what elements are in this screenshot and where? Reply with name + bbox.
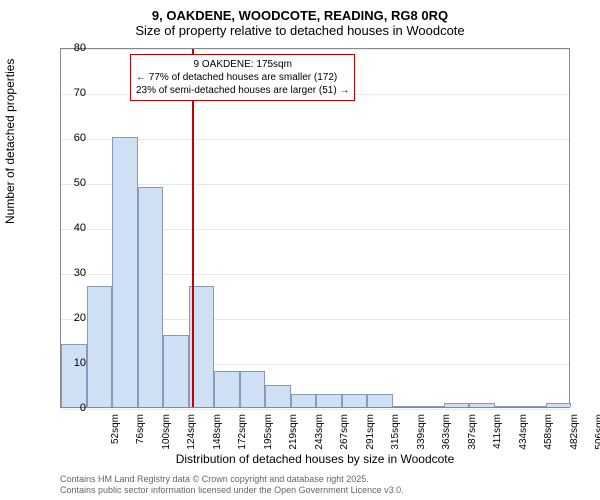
histogram-bar bbox=[214, 371, 240, 407]
histogram-bar bbox=[342, 394, 368, 408]
footer-attribution: Contains HM Land Registry data © Crown c… bbox=[60, 474, 404, 496]
x-tick-label: 219sqm bbox=[288, 414, 299, 454]
x-tick-label: 506sqm bbox=[594, 414, 600, 454]
histogram-bar bbox=[444, 403, 470, 408]
x-tick-label: 52sqm bbox=[110, 414, 121, 454]
y-axis-label: Number of detached properties bbox=[3, 59, 17, 224]
histogram-bar bbox=[495, 406, 521, 407]
x-tick-label: 291sqm bbox=[365, 414, 376, 454]
x-tick-label: 267sqm bbox=[339, 414, 350, 454]
y-tick-label: 50 bbox=[74, 177, 86, 189]
x-tick-label: 124sqm bbox=[186, 414, 197, 454]
chart-title-2: Size of property relative to detached ho… bbox=[0, 23, 600, 42]
x-tick-label: 363sqm bbox=[441, 414, 452, 454]
histogram-bar bbox=[112, 137, 138, 407]
annotation-box: 9 OAKDENE: 175sqm← 77% of detached house… bbox=[130, 54, 355, 101]
y-tick-label: 40 bbox=[74, 222, 86, 234]
reference-line bbox=[192, 49, 194, 407]
chart-title-1: 9, OAKDENE, WOODCOTE, READING, RG8 0RQ bbox=[0, 0, 600, 23]
y-tick-label: 60 bbox=[74, 132, 86, 144]
histogram-bar bbox=[265, 385, 291, 408]
histogram-bar bbox=[61, 344, 87, 407]
gridline bbox=[61, 409, 569, 410]
x-tick-label: 100sqm bbox=[161, 414, 172, 454]
x-tick-label: 434sqm bbox=[518, 414, 529, 454]
x-axis-label: Distribution of detached houses by size … bbox=[60, 452, 570, 466]
x-tick-label: 482sqm bbox=[569, 414, 580, 454]
x-tick-label: 76sqm bbox=[135, 414, 146, 454]
y-tick-label: 10 bbox=[74, 357, 86, 369]
histogram-bar bbox=[240, 371, 266, 407]
histogram-bar bbox=[367, 394, 393, 408]
plot-area bbox=[60, 48, 570, 408]
x-tick-label: 339sqm bbox=[416, 414, 427, 454]
y-tick-label: 80 bbox=[74, 42, 86, 54]
y-tick-label: 0 bbox=[80, 402, 86, 414]
x-tick-label: 387sqm bbox=[467, 414, 478, 454]
histogram-bar bbox=[163, 335, 189, 407]
x-tick-label: 148sqm bbox=[212, 414, 223, 454]
footer-line-2: Contains public sector information licen… bbox=[60, 485, 404, 496]
y-tick-label: 70 bbox=[74, 87, 86, 99]
histogram-bar bbox=[138, 187, 164, 408]
footer-line-1: Contains HM Land Registry data © Crown c… bbox=[60, 474, 404, 485]
annotation-line1: 9 OAKDENE: 175sqm bbox=[136, 58, 349, 71]
histogram-bar bbox=[87, 286, 113, 408]
histogram-bar bbox=[393, 406, 419, 407]
x-tick-label: 411sqm bbox=[492, 414, 503, 454]
annotation-line3: 23% of semi-detached houses are larger (… bbox=[136, 84, 349, 97]
x-tick-label: 172sqm bbox=[237, 414, 248, 454]
gridline bbox=[61, 49, 569, 50]
histogram-bar bbox=[520, 406, 546, 407]
histogram-bar bbox=[418, 406, 444, 407]
x-tick-label: 315sqm bbox=[390, 414, 401, 454]
x-tick-label: 458sqm bbox=[543, 414, 554, 454]
y-tick-label: 30 bbox=[74, 267, 86, 279]
y-tick-label: 20 bbox=[74, 312, 86, 324]
histogram-bar bbox=[291, 394, 317, 408]
annotation-line2: ← 77% of detached houses are smaller (17… bbox=[136, 71, 349, 84]
histogram-bar bbox=[316, 394, 342, 408]
x-tick-label: 195sqm bbox=[263, 414, 274, 454]
histogram-bar bbox=[469, 403, 495, 408]
x-tick-label: 243sqm bbox=[314, 414, 325, 454]
histogram-bar bbox=[546, 403, 572, 408]
